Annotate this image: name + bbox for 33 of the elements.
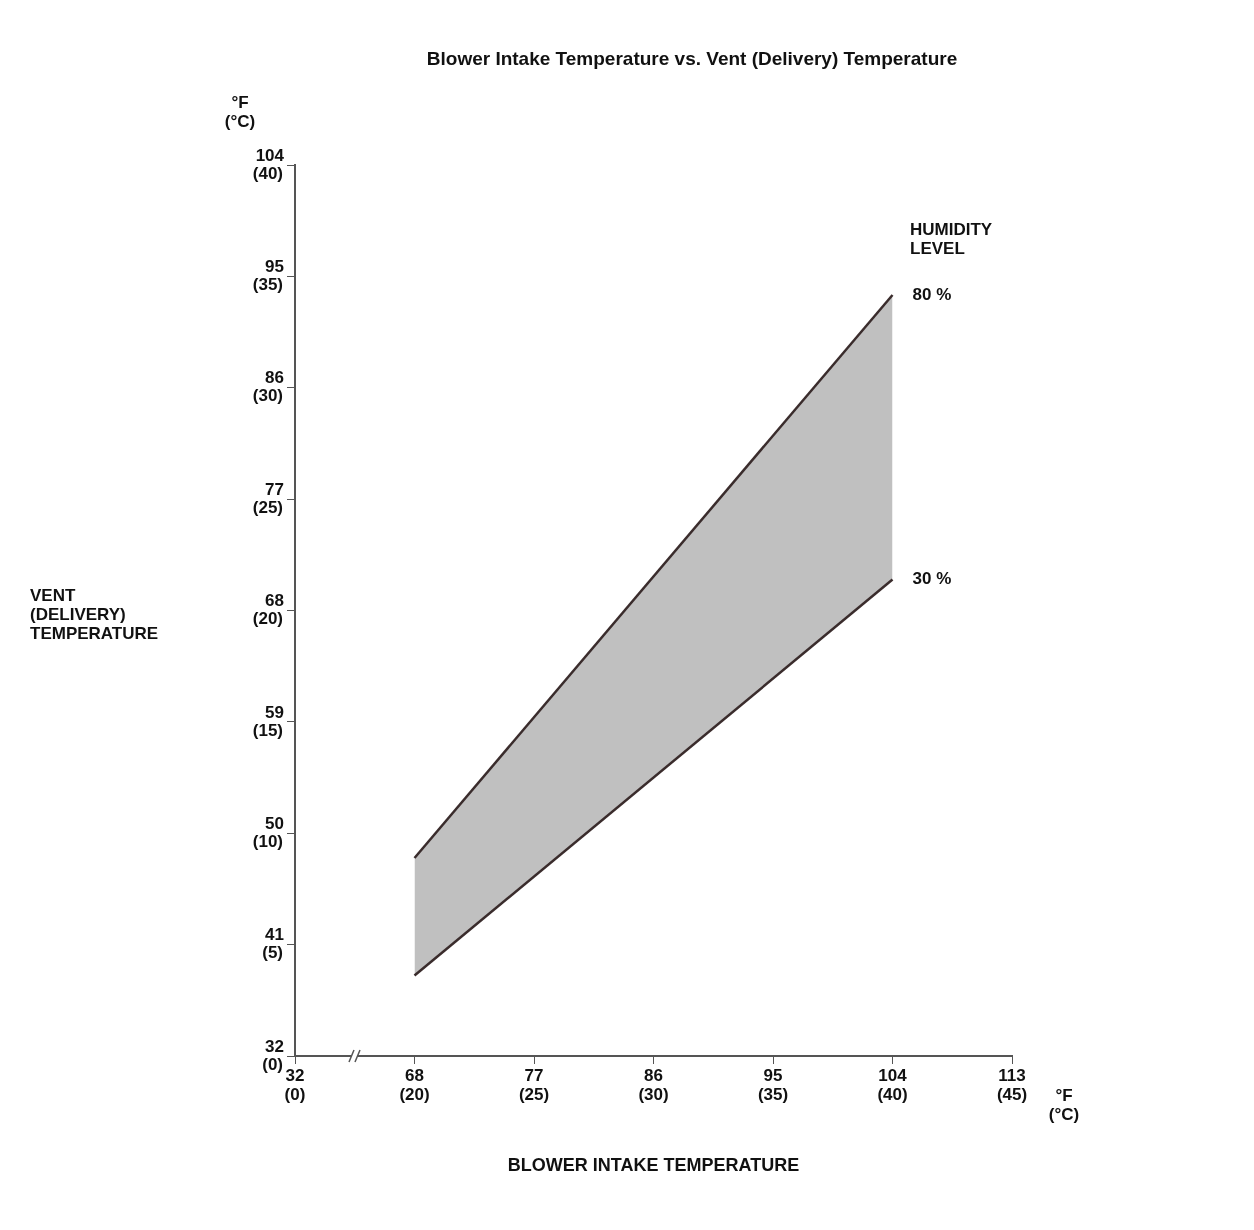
y2-tick-label: (35)	[252, 275, 283, 295]
x-tick-label: 104 (40)	[877, 1066, 908, 1104]
y-tick-label: 32	[265, 1036, 284, 1056]
x-tick-label: 68 (20)	[399, 1066, 430, 1104]
text: VENT (DELIVERY) TEMPERATURE	[30, 585, 159, 643]
y2-tick-label: (5)	[262, 943, 283, 963]
chart-title: Blower Intake Temperature vs. Vent (Delivery) Temperature	[426, 48, 958, 70]
x-tick-label: 32 (0)	[284, 1066, 306, 1104]
text: °F (°C)	[1048, 1085, 1080, 1124]
y-tick-label: 50	[265, 813, 284, 833]
y2-tick-label: (10)	[252, 831, 283, 851]
y2-tick-label: (0)	[262, 1054, 283, 1074]
text: °F (°C)	[224, 92, 256, 131]
series-label: 80 %	[912, 284, 952, 304]
y-tick-label: 77	[265, 479, 284, 499]
x-tick-label: 95 (35)	[757, 1066, 789, 1104]
y2-tick-label: (15)	[252, 720, 283, 740]
x-tick-label: 86 (30)	[638, 1066, 669, 1104]
y-tick-label: 104	[255, 145, 285, 165]
x-tick-label: 77 (25)	[518, 1066, 550, 1104]
series-label: 30 %	[912, 569, 952, 589]
y-tick-label: 41	[265, 925, 284, 945]
y2-tick-label: (20)	[252, 609, 283, 629]
y-tick-label: 68	[265, 591, 284, 611]
legend-title: HUMIDITY LEVEL	[910, 219, 993, 258]
x-axis-title: BLOWER INTAKE TEMPERATURE	[507, 1154, 800, 1175]
y2-tick-label: (30)	[252, 386, 283, 406]
y-tick-label: 86	[265, 368, 284, 388]
y2-tick-label: (25)	[252, 497, 283, 517]
y-tick-label: 59	[265, 702, 284, 722]
y2-tick-label: (40)	[252, 163, 283, 183]
y-tick-label: 95	[265, 257, 284, 277]
x-tick-label: 113 (45)	[996, 1066, 1028, 1104]
